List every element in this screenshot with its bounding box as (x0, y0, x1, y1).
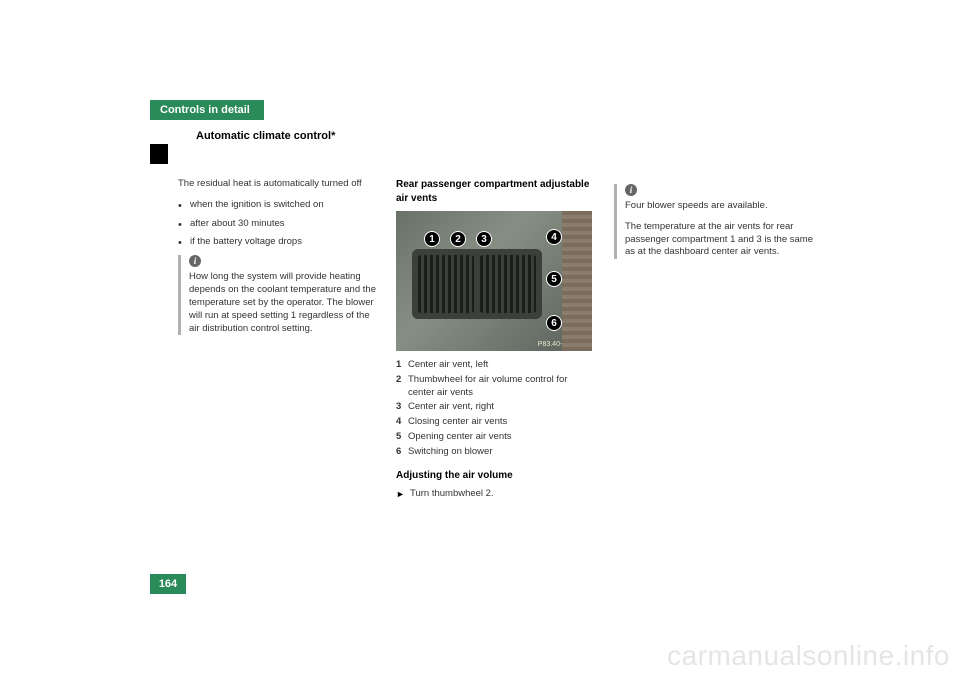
callout-4: 4 (546, 229, 562, 245)
sub-heading: Adjusting the air volume (396, 469, 596, 483)
callout-5: 5 (546, 271, 562, 287)
callout-1: 1 (424, 231, 440, 247)
header-bar: Controls in detail (150, 100, 830, 120)
info-text: The temperature at the air vents for rea… (625, 221, 814, 259)
bullet-item: when the ignition is switched on (178, 199, 378, 212)
legend-item: 2Thumbwheel for air volume control for c… (396, 374, 596, 400)
col2-title: Rear passenger compartment adjustable ai… (396, 178, 596, 205)
figure-ref: P83.40-2515-31 (538, 340, 588, 349)
legend-item: 6Switching on blower (396, 446, 596, 459)
legend-list: 1Center air vent, left 2Thumbwheel for a… (396, 359, 596, 459)
legend-item: 4Closing center air vents (396, 416, 596, 429)
vent-figure: 1 2 3 4 5 6 P83.40-2515-31 (396, 211, 592, 351)
subsection-title: Automatic climate control* (186, 124, 335, 164)
column-1: The residual heat is automatically turne… (178, 178, 378, 501)
info-text: Four blower speeds are available. (625, 200, 814, 213)
legend-item: 1Center air vent, left (396, 359, 596, 372)
action-step: Turn thumbwheel 2. (396, 488, 596, 501)
vent-right (480, 255, 536, 313)
vent-panel (412, 249, 542, 319)
vent-left (418, 255, 474, 313)
section-tab: Controls in detail (150, 100, 264, 120)
bullet-item: if the battery voltage drops (178, 236, 378, 249)
bullet-list: when the ignition is switched on after a… (178, 199, 378, 249)
callout-6: 6 (546, 315, 562, 331)
side-marker (150, 144, 168, 164)
control-icon (574, 267, 586, 291)
column-2: Rear passenger compartment adjustable ai… (396, 178, 596, 501)
page-content: Controls in detail Automatic climate con… (150, 100, 830, 501)
bullet-item: after about 30 minutes (178, 218, 378, 231)
callout-2: 2 (450, 231, 466, 247)
callout-3: 3 (476, 231, 492, 247)
watermark: carmanualsonline.info (667, 640, 950, 672)
page-number: 164 (150, 574, 186, 594)
legend-item: 5Opening center air vents (396, 431, 596, 444)
content-columns: The residual heat is automatically turne… (178, 178, 830, 501)
column-3: i Four blower speeds are available. The … (614, 178, 814, 501)
legend-item: 3Center air vent, right (396, 401, 596, 414)
control-icon (574, 311, 586, 335)
control-icon (574, 225, 586, 249)
intro-text: The residual heat is automatically turne… (178, 178, 378, 191)
info-block: i Four blower speeds are available. The … (614, 184, 814, 259)
info-icon: i (625, 184, 637, 196)
info-icon: i (189, 255, 201, 267)
info-text: How long the system will provide heating… (189, 271, 378, 335)
info-block: i How long the system will provide heati… (178, 255, 378, 335)
